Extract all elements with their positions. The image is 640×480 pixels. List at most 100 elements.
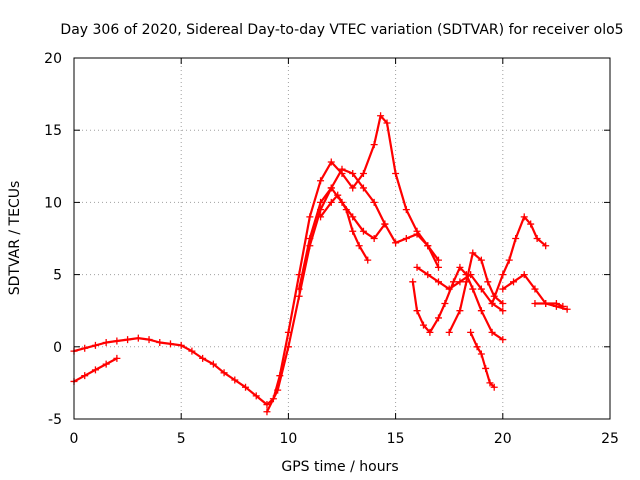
chart-title: Day 306 of 2020, Sidereal Day-to-day VTE… — [60, 22, 623, 38]
data-point-plus — [542, 242, 550, 250]
data-point-plus — [317, 198, 325, 206]
data-point-plus — [424, 271, 432, 279]
y-axis-title: SDTVAR / TECUs — [7, 181, 23, 296]
x-tick-label: 25 — [601, 431, 619, 447]
data-point-plus — [512, 235, 520, 242]
series-track-6 — [409, 263, 507, 344]
series-line — [491, 215, 547, 305]
data-point-plus — [199, 354, 207, 362]
data-point-plus — [542, 299, 550, 307]
data-point-plus — [441, 299, 449, 307]
data-point-plus — [449, 278, 457, 286]
data-point-plus — [306, 213, 314, 221]
data-point-plus — [434, 278, 442, 286]
data-point-plus — [295, 292, 303, 300]
x-tick-label: 0 — [70, 431, 79, 447]
data-point-plus — [349, 227, 357, 235]
data-point-plus — [113, 354, 121, 362]
data-point-plus — [462, 278, 470, 286]
data-point-plus — [469, 249, 477, 257]
data-point-plus — [392, 170, 400, 178]
series-line — [448, 251, 504, 334]
data-point-plus — [359, 170, 367, 178]
data-point-plus — [327, 198, 335, 206]
x-tick-label: 5 — [177, 431, 186, 447]
y-tick-label: 20 — [44, 51, 62, 67]
data-point-plus — [370, 141, 378, 149]
data-point-plus — [317, 177, 325, 185]
data-point-plus — [81, 344, 89, 352]
data-point-plus — [252, 392, 260, 400]
data-point-plus — [409, 278, 417, 286]
data-point-plus — [231, 376, 239, 384]
data-point-plus — [488, 299, 496, 307]
data-point-plus — [317, 213, 325, 221]
data-point-plus — [377, 112, 385, 120]
series-line — [469, 331, 496, 389]
data-point-plus — [531, 299, 539, 307]
data-point-plus — [359, 184, 367, 192]
data-point-plus — [349, 213, 357, 221]
x-tick-label: 20 — [494, 431, 512, 447]
data-point-plus — [355, 242, 363, 250]
data-point-plus — [413, 230, 421, 238]
data-point-plus — [482, 364, 490, 372]
data-point-plus — [295, 285, 303, 293]
data-point-plus — [520, 213, 528, 221]
data-point-plus — [274, 386, 282, 394]
data-point-plus — [467, 328, 475, 336]
data-point-plus — [370, 235, 378, 242]
data-point-plus — [486, 379, 494, 387]
series-line — [265, 168, 440, 413]
data-point-plus — [370, 198, 378, 206]
data-point-plus — [456, 278, 464, 286]
data-point-plus — [134, 334, 142, 342]
data-point-plus — [531, 285, 539, 293]
series-track-2 — [70, 354, 121, 385]
data-point-plus — [327, 184, 335, 192]
data-point-plus — [263, 408, 271, 416]
series-line — [533, 302, 564, 308]
data-point-plus — [413, 263, 421, 271]
data-point-plus — [220, 369, 228, 377]
series-track-8 — [445, 249, 507, 336]
data-point-plus — [499, 271, 507, 279]
data-point-plus — [434, 263, 442, 271]
data-point-plus — [166, 340, 174, 348]
data-point-plus — [381, 220, 389, 228]
data-point-plus — [327, 158, 335, 166]
data-point-plus — [91, 366, 99, 374]
data-point-plus — [477, 285, 485, 293]
data-point-plus — [559, 302, 567, 310]
data-point-plus — [499, 336, 507, 344]
data-point-plus — [434, 314, 442, 322]
data-point-plus — [188, 347, 196, 355]
data-point-plus — [102, 338, 110, 346]
data-point-plus — [81, 372, 89, 380]
data-point-plus — [426, 328, 434, 336]
data-point-plus — [520, 271, 528, 279]
y-tick-label: 0 — [53, 340, 62, 356]
data-point-plus — [469, 285, 477, 293]
data-point-plus — [124, 336, 132, 344]
y-tick-label: 5 — [53, 268, 62, 284]
data-point-plus — [473, 343, 481, 351]
data-point-plus — [349, 184, 357, 192]
x-axis-title: GPS time / hours — [281, 459, 398, 475]
data-point-plus — [456, 263, 464, 271]
data-point-plus — [505, 256, 513, 264]
data-point-plus — [334, 191, 342, 199]
data-point-plus — [383, 119, 391, 127]
data-point-plus — [263, 401, 271, 409]
data-point-plus — [434, 256, 442, 264]
y-tick-label: 15 — [44, 123, 62, 139]
series-track-9 — [467, 328, 498, 391]
data-point-plus — [488, 328, 496, 336]
data-point-plus — [456, 307, 464, 315]
series-track-3 — [263, 165, 442, 416]
data-point-plus — [499, 285, 507, 293]
data-point-plus — [477, 307, 485, 315]
data-point-plus — [113, 337, 121, 345]
x-tick-label: 10 — [279, 431, 297, 447]
data-point-plus — [445, 285, 453, 293]
